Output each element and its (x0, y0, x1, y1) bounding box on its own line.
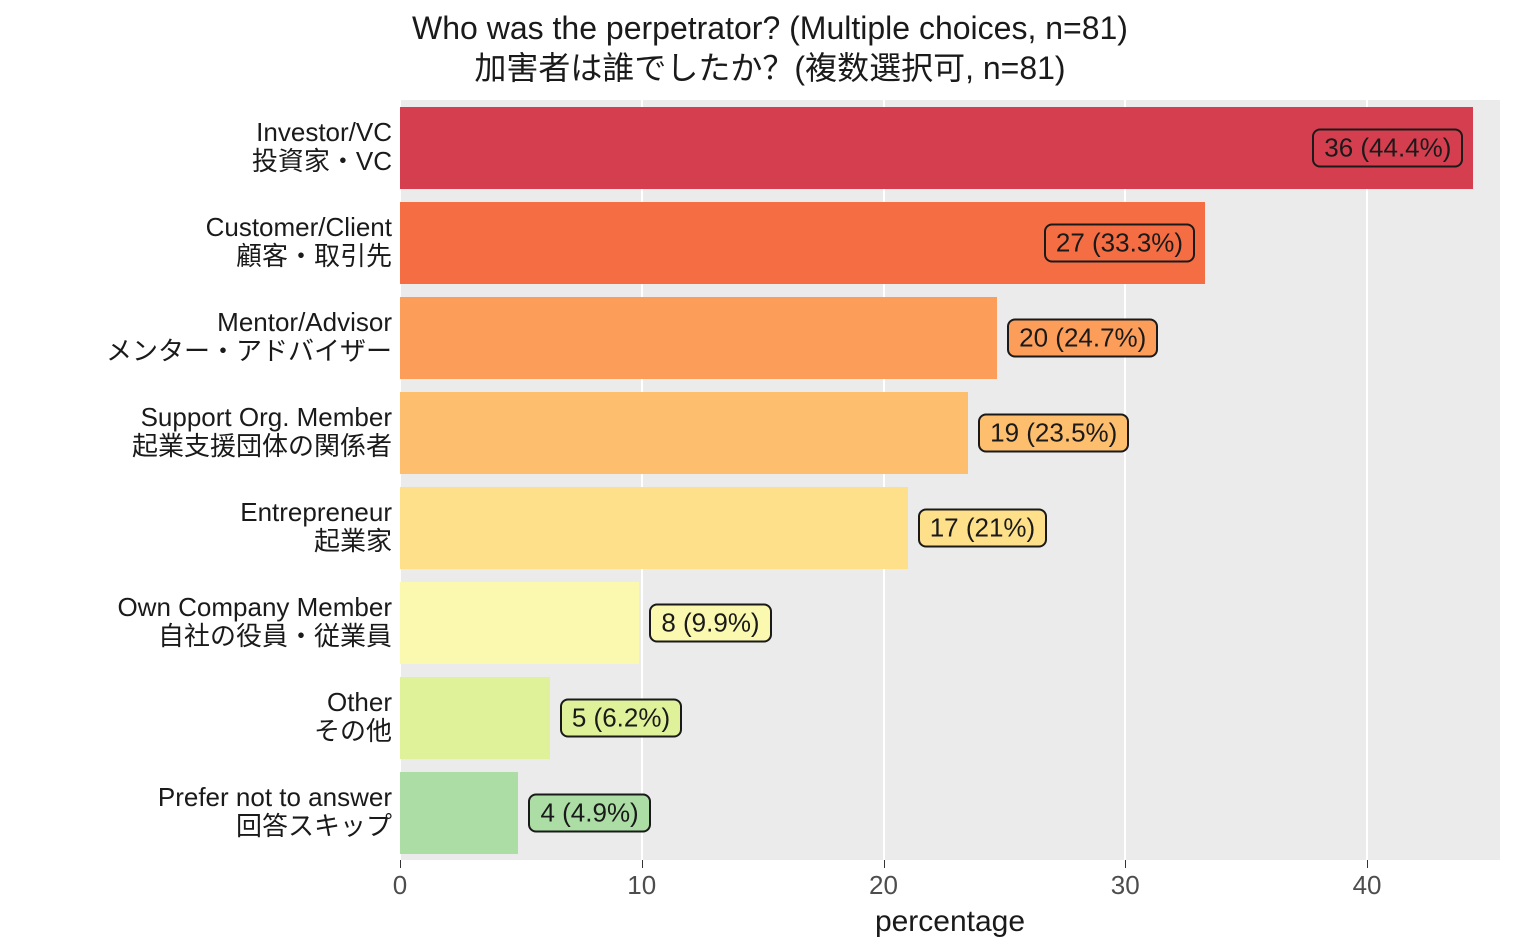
y-axis-label-jp: メンター・アドバイザー (106, 338, 392, 368)
chart-title-jp: 加害者は誰でしたか？(複数選択可, n=81) (0, 48, 1540, 88)
y-axis-label-en: Mentor/Advisor (106, 308, 392, 338)
value-label: 4 (4.9%) (528, 793, 650, 832)
y-axis-label-en: Entrepreneur (240, 498, 392, 528)
y-axis-label: Otherその他 (314, 688, 392, 748)
y-axis-label-en: Own Company Member (117, 593, 392, 623)
value-label: 5 (6.2%) (560, 698, 682, 737)
y-axis-label-jp: 顧客・取引先 (206, 243, 392, 273)
value-label: 19 (23.5%) (978, 413, 1129, 452)
y-axis-label-jp: 投資家・VC (252, 148, 392, 178)
chart-container: Who was the perpetrator? (Multiple choic… (0, 0, 1540, 951)
chart-title: Who was the perpetrator? (Multiple choic… (0, 8, 1540, 88)
x-axis-title: percentage (400, 905, 1500, 939)
y-axis-label-jp: 起業家 (240, 528, 392, 558)
y-axis-label-en: Prefer not to answer (158, 783, 392, 813)
x-tick-label: 30 (1111, 870, 1140, 901)
y-axis-label: Entrepreneur起業家 (240, 498, 392, 558)
bar (400, 392, 968, 474)
y-axis-label-jp: 起業支援団体の関係者 (132, 433, 392, 463)
y-axis-label: Mentor/Advisorメンター・アドバイザー (106, 308, 392, 368)
chart-title-en: Who was the perpetrator? (Multiple choic… (0, 8, 1540, 48)
y-axis-label-jp: 自社の役員・従業員 (117, 623, 392, 653)
value-label: 8 (9.9%) (649, 603, 771, 642)
y-axis-label-en: Investor/VC (252, 118, 392, 148)
y-axis-label: Support Org. Member起業支援団体の関係者 (132, 403, 392, 463)
y-axis-label-en: Customer/Client (206, 213, 392, 243)
y-axis-label: Investor/VC投資家・VC (252, 118, 392, 178)
bar (400, 487, 908, 569)
y-axis-label-en: Other (314, 688, 392, 718)
x-tick-mark (642, 860, 643, 868)
value-label: 36 (44.4%) (1312, 128, 1463, 167)
value-label: 20 (24.7%) (1007, 318, 1158, 357)
y-axis-label: Own Company Member自社の役員・従業員 (117, 593, 392, 653)
y-axis-label: Customer/Client顧客・取引先 (206, 213, 392, 273)
y-axis-label: Prefer not to answer回答スキップ (158, 783, 392, 843)
y-axis-label-en: Support Org. Member (132, 403, 392, 433)
y-axis-label-jp: その他 (314, 718, 392, 748)
y-axis-labels: Investor/VC投資家・VC Customer/Client顧客・取引先 Me… (0, 100, 392, 860)
value-label: 17 (21%) (918, 508, 1048, 547)
plot-panel: 36 (44.4%) 27 (33.3%) 20 (24.7%) 19 (23.5%)… (400, 100, 1500, 860)
value-label: 27 (33.3%) (1044, 223, 1195, 262)
bar (400, 297, 997, 379)
x-tick-label: 10 (627, 870, 656, 901)
x-axis-ticks: 010203040 (400, 870, 1500, 910)
x-tick-label: 20 (869, 870, 898, 901)
x-tick-mark (1125, 860, 1126, 868)
x-tick-label: 0 (393, 870, 407, 901)
y-axis-label-jp: 回答スキップ (158, 813, 392, 843)
x-tick-mark (1367, 860, 1368, 868)
x-tick-label: 40 (1353, 870, 1382, 901)
x-tick-mark (884, 860, 885, 868)
bars-layer: 36 (44.4%) 27 (33.3%) 20 (24.7%) 19 (23.5%)… (400, 100, 1500, 860)
bar (400, 582, 639, 664)
x-tick-mark (400, 860, 401, 868)
bar (400, 772, 518, 854)
bar (400, 677, 550, 759)
